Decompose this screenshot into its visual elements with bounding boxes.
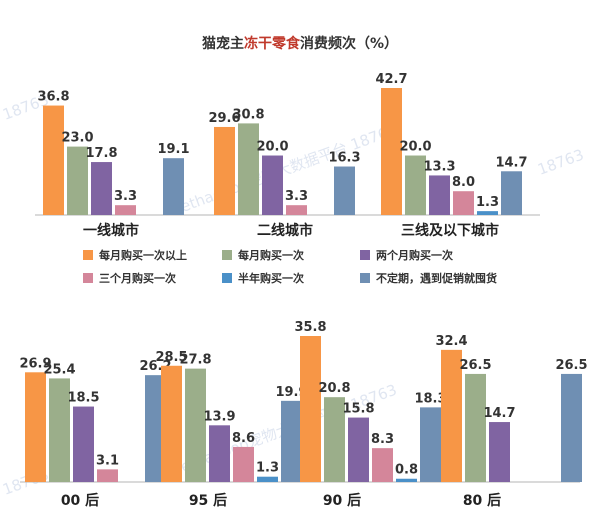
bar-三线及以下城市-每月购买一次 bbox=[405, 155, 426, 215]
bar-一线城市-每月购买一次 bbox=[67, 146, 88, 215]
category-label: 一线城市 bbox=[83, 222, 139, 239]
data-label: 20.8 bbox=[318, 381, 350, 396]
category-label: 95 后 bbox=[189, 492, 227, 509]
bar-00-后-三个月购买一次 bbox=[97, 469, 118, 482]
data-label: 20.0 bbox=[256, 140, 288, 155]
data-label: 19.1 bbox=[157, 142, 189, 157]
data-label: 0.8 bbox=[395, 463, 418, 478]
data-label: 8.6 bbox=[232, 431, 255, 446]
data-label: 29.6 bbox=[208, 111, 240, 126]
data-label: 16.3 bbox=[328, 151, 360, 166]
data-label: 32.4 bbox=[435, 334, 467, 349]
data-label: 25.4 bbox=[43, 362, 75, 377]
bar-90-后-每月购买一次 bbox=[324, 397, 345, 482]
bar-90-后-三个月购买一次 bbox=[372, 448, 393, 482]
legend-swatch bbox=[222, 250, 232, 260]
generation-chart: 26.925.418.53.126.200 后28.527.813.98.61.… bbox=[19, 320, 587, 509]
data-label: 1.3 bbox=[476, 195, 499, 210]
category-label: 三线及以下城市 bbox=[401, 222, 499, 239]
data-label: 3.3 bbox=[285, 189, 308, 204]
bar-95-后-每月购买一次以上 bbox=[161, 365, 182, 482]
legend-label: 每月购买一次 bbox=[238, 248, 304, 262]
data-label: 26.9 bbox=[19, 356, 51, 371]
data-label: 3.3 bbox=[114, 189, 137, 204]
city-tier-chart: 36.8 23.017.8 3.3 19.1 一线城市 29.630.8 20.0 3.3 16… bbox=[35, 72, 540, 239]
bar-一线城市-三个月购买一次 bbox=[115, 205, 136, 215]
watermark-text: 18763 bbox=[535, 146, 586, 179]
bar-三线及以下城市-两个月购买一次 bbox=[429, 175, 450, 215]
data-label: 1.3 bbox=[256, 461, 279, 476]
bar-80-后-每月购买一次 bbox=[465, 373, 486, 482]
bar-90-后-两个月购买一次 bbox=[348, 417, 369, 482]
bar-95-后-两个月购买一次 bbox=[209, 425, 230, 482]
bar-00-后-每月购买一次以上 bbox=[25, 372, 46, 482]
data-label: 14.7 bbox=[495, 155, 527, 170]
legend-swatch bbox=[360, 250, 370, 260]
bar-二线城市-每月购买一次以上 bbox=[214, 126, 235, 215]
data-label: 26.5 bbox=[555, 358, 587, 373]
legend-swatch bbox=[222, 273, 232, 283]
bar-三线及以下城市-三个月购买一次 bbox=[453, 191, 474, 215]
data-label: 42.7 bbox=[375, 72, 407, 87]
bar-90-后-半年购买一次 bbox=[396, 478, 417, 482]
data-label: 13.3 bbox=[423, 159, 455, 174]
data-label: 28.5 bbox=[155, 350, 187, 365]
bar-二线城市-两个月购买一次 bbox=[262, 155, 283, 215]
data-label: 15.8 bbox=[342, 402, 374, 417]
bar-二线城市-不定期-遇到促销就囤货 bbox=[334, 166, 355, 215]
data-label: 23.0 bbox=[61, 131, 93, 146]
bar-一线城市-两个月购买一次 bbox=[91, 162, 112, 215]
data-label: 26.5 bbox=[459, 358, 491, 373]
bar-二线城市-三个月购买一次 bbox=[286, 205, 307, 215]
bar-95-后-每月购买一次 bbox=[185, 368, 206, 482]
legend-swatch bbox=[83, 273, 93, 283]
legend-label: 两个月购买一次 bbox=[376, 248, 453, 262]
bar-95-后-不定期-遇到促销就囤货 bbox=[281, 400, 302, 482]
bar-95-后-半年购买一次 bbox=[257, 476, 278, 482]
data-label: 30.8 bbox=[232, 107, 264, 122]
legend-label: 不定期，遇到促销就囤货 bbox=[376, 271, 497, 285]
data-label: 3.1 bbox=[96, 453, 119, 468]
bar-80-后-每月购买一次以上 bbox=[441, 349, 462, 482]
data-label: 27.8 bbox=[179, 353, 211, 368]
bar-三线及以下城市-半年购买一次 bbox=[477, 211, 498, 215]
bar-三线及以下城市-不定期-遇到促销就囤货 bbox=[501, 171, 522, 215]
legend-swatch bbox=[83, 250, 93, 260]
bar-一线城市-每月购买一次以上 bbox=[43, 105, 64, 215]
data-label: 19.9 bbox=[275, 385, 307, 400]
category-label: 00 后 bbox=[61, 492, 99, 509]
legend-label: 三个月购买一次 bbox=[99, 271, 176, 285]
bar-80-后-两个月购买一次 bbox=[489, 422, 510, 482]
data-label: 35.8 bbox=[294, 320, 326, 335]
data-label: 18.3 bbox=[414, 391, 446, 406]
bar-三线及以下城市-每月购买一次以上 bbox=[381, 88, 402, 215]
category-label: 90 后 bbox=[323, 492, 361, 509]
data-label: 36.8 bbox=[37, 90, 69, 105]
bar-00-后-每月购买一次 bbox=[49, 378, 70, 482]
bar-00-后-两个月购买一次 bbox=[73, 406, 94, 482]
data-label: 17.8 bbox=[85, 146, 117, 161]
data-label: 20.0 bbox=[399, 140, 431, 155]
chart-title: 猫宠主冻干零食消费频次（%） bbox=[202, 35, 398, 52]
data-label: 8.3 bbox=[371, 432, 394, 447]
category-label: 二线城市 bbox=[257, 222, 313, 239]
bar-二线城市-每月购买一次 bbox=[238, 123, 259, 215]
data-label: 8.0 bbox=[452, 175, 475, 190]
bar-95-后-三个月购买一次 bbox=[233, 446, 254, 482]
data-label: 14.7 bbox=[483, 406, 515, 421]
legend-label: 每月购买一次以上 bbox=[99, 248, 187, 262]
data-label: 18.5 bbox=[67, 391, 99, 406]
bar-90-后-每月购买一次以上 bbox=[300, 336, 321, 482]
category-label: 80 后 bbox=[463, 492, 501, 509]
bar-80-后-不定期-遇到促销就囤货 bbox=[561, 373, 582, 482]
legend-swatch bbox=[360, 273, 370, 283]
bar-00-后-不定期-遇到促销就囤货 bbox=[145, 375, 166, 482]
legend-label: 半年购买一次 bbox=[238, 271, 304, 285]
bar-90-后-不定期-遇到促销就囤货 bbox=[420, 407, 441, 482]
data-label: 13.9 bbox=[203, 409, 235, 424]
bar-一线城市-不定期-遇到促销就囤货 bbox=[163, 158, 184, 215]
